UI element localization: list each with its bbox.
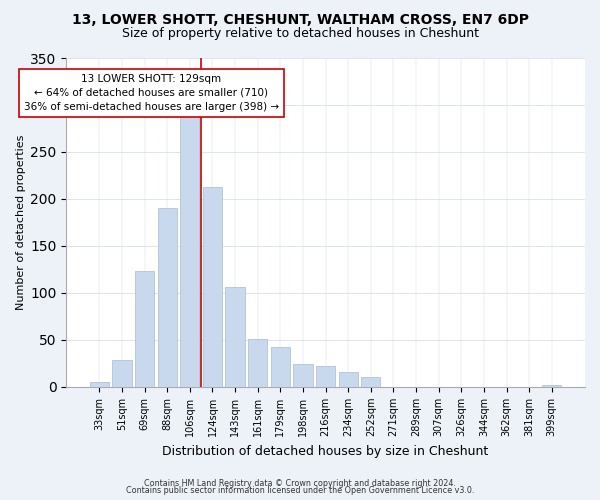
Bar: [248, 339, 268, 387]
Bar: [158, 208, 177, 387]
Bar: [271, 348, 290, 387]
Bar: [293, 364, 313, 387]
Text: 13, LOWER SHOTT, CHESHUNT, WALTHAM CROSS, EN7 6DP: 13, LOWER SHOTT, CHESHUNT, WALTHAM CROSS…: [71, 12, 529, 26]
Text: Contains public sector information licensed under the Open Government Licence v3: Contains public sector information licen…: [126, 486, 474, 495]
Bar: [90, 382, 109, 387]
Text: Size of property relative to detached houses in Cheshunt: Size of property relative to detached ho…: [121, 28, 479, 40]
X-axis label: Distribution of detached houses by size in Cheshunt: Distribution of detached houses by size …: [163, 444, 489, 458]
Bar: [180, 112, 199, 387]
Bar: [338, 372, 358, 387]
Text: 13 LOWER SHOTT: 129sqm
← 64% of detached houses are smaller (710)
36% of semi-de: 13 LOWER SHOTT: 129sqm ← 64% of detached…: [24, 74, 279, 112]
Bar: [316, 366, 335, 387]
Bar: [361, 376, 380, 387]
Text: Contains HM Land Registry data © Crown copyright and database right 2024.: Contains HM Land Registry data © Crown c…: [144, 478, 456, 488]
Bar: [112, 360, 131, 387]
Bar: [203, 187, 222, 387]
Bar: [226, 288, 245, 387]
Bar: [135, 272, 154, 387]
Y-axis label: Number of detached properties: Number of detached properties: [16, 135, 26, 310]
Bar: [542, 385, 562, 387]
